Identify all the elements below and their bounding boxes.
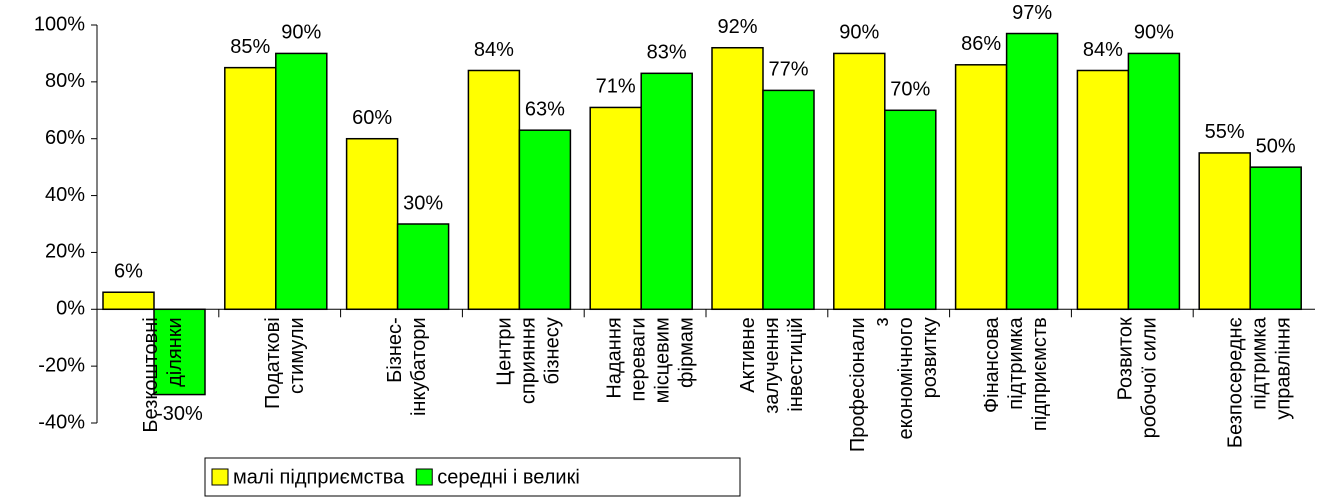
x-tick-label: підприємств — [1029, 317, 1051, 431]
x-tick-label: підтримка — [1248, 316, 1270, 409]
y-tick-label: -40% — [38, 411, 85, 433]
legend-swatch — [415, 468, 433, 486]
x-tick-label: Активне — [737, 317, 759, 392]
x-tick-label: Бізнес- — [384, 317, 406, 383]
bar — [1198, 152, 1251, 311]
data-label: 90% — [281, 22, 321, 44]
x-tick-label: Безпосереднє — [1224, 317, 1246, 448]
bar — [467, 69, 521, 311]
x-tick-label: стимули — [286, 317, 308, 394]
x-tick-label: переваги — [627, 317, 649, 401]
data-label: 84% — [1083, 39, 1123, 61]
y-tick-label: 40% — [45, 184, 85, 206]
x-tick-label: інвестицій — [785, 317, 807, 411]
bar — [833, 52, 886, 311]
x-tick-label: розвитку — [919, 317, 941, 398]
bar — [345, 137, 399, 311]
bar — [954, 64, 1008, 311]
y-tick-label: 100% — [34, 13, 85, 35]
data-label: 77% — [768, 59, 808, 81]
legend-label: середні і великі — [437, 466, 580, 488]
data-label: 63% — [525, 98, 565, 120]
data-label: 85% — [230, 36, 270, 58]
x-tick-label: фірмам — [675, 317, 697, 388]
bar — [711, 46, 764, 311]
data-label: 30% — [403, 192, 443, 214]
bar — [1249, 166, 1302, 311]
y-tick-label: 80% — [45, 70, 85, 92]
data-label: 50% — [1256, 135, 1296, 157]
x-tick-label: управління — [1272, 317, 1294, 419]
data-label: 71% — [596, 76, 636, 98]
bar — [275, 52, 328, 311]
x-tick-label: місцевим — [651, 317, 673, 403]
bar — [884, 109, 937, 311]
bar — [102, 291, 155, 311]
data-label: 55% — [1205, 121, 1245, 143]
x-tick-label: інкубатори — [408, 317, 430, 416]
bar — [518, 129, 572, 311]
x-tick-label: економічного — [895, 317, 917, 439]
x-tick-label: робочої сили — [1139, 317, 1161, 438]
y-tick-label: -20% — [38, 354, 85, 376]
x-tick-label: підтримка — [1005, 316, 1027, 409]
x-tick-label: Професіонали — [847, 317, 869, 452]
x-tick-label: Надання — [603, 317, 625, 398]
x-tick-label: Безкоштовні — [140, 317, 162, 432]
x-tick-label: ділянки — [164, 317, 186, 387]
bar — [1076, 69, 1130, 311]
x-tick-label: Розвиток — [1115, 317, 1137, 400]
x-tick-label: Центри — [494, 317, 516, 385]
x-tick-label: Податкові — [262, 317, 284, 409]
data-label: 97% — [1012, 2, 1052, 24]
y-tick-label: 0% — [56, 298, 85, 320]
bar — [762, 89, 815, 311]
y-tick-label: 60% — [45, 127, 85, 149]
x-tick-label: з — [871, 317, 893, 326]
bar — [1127, 52, 1181, 311]
data-label: 86% — [961, 33, 1001, 55]
bar — [640, 72, 693, 311]
legend-label: малі підприємства — [233, 466, 405, 488]
x-tick-label: бізнесу — [542, 317, 564, 384]
x-tick-label: Фінансова — [981, 316, 1003, 413]
x-tick-label: залучення — [761, 317, 783, 413]
bar — [1005, 32, 1059, 311]
data-label: 90% — [1134, 22, 1174, 44]
bar — [224, 66, 277, 311]
data-label: 92% — [717, 16, 757, 38]
data-label: 6% — [114, 261, 143, 283]
data-label: 70% — [890, 79, 930, 101]
legend-swatch — [211, 468, 229, 486]
bar — [396, 223, 450, 311]
data-label: 83% — [647, 42, 687, 64]
legend-box — [204, 457, 741, 497]
x-tick-label: сприяння — [518, 317, 540, 404]
bar — [589, 106, 642, 311]
data-label: 90% — [839, 22, 879, 44]
data-label: 84% — [474, 39, 514, 61]
y-tick-label: 20% — [45, 241, 85, 263]
data-label: -30% — [156, 403, 203, 425]
data-label: 60% — [352, 107, 392, 129]
